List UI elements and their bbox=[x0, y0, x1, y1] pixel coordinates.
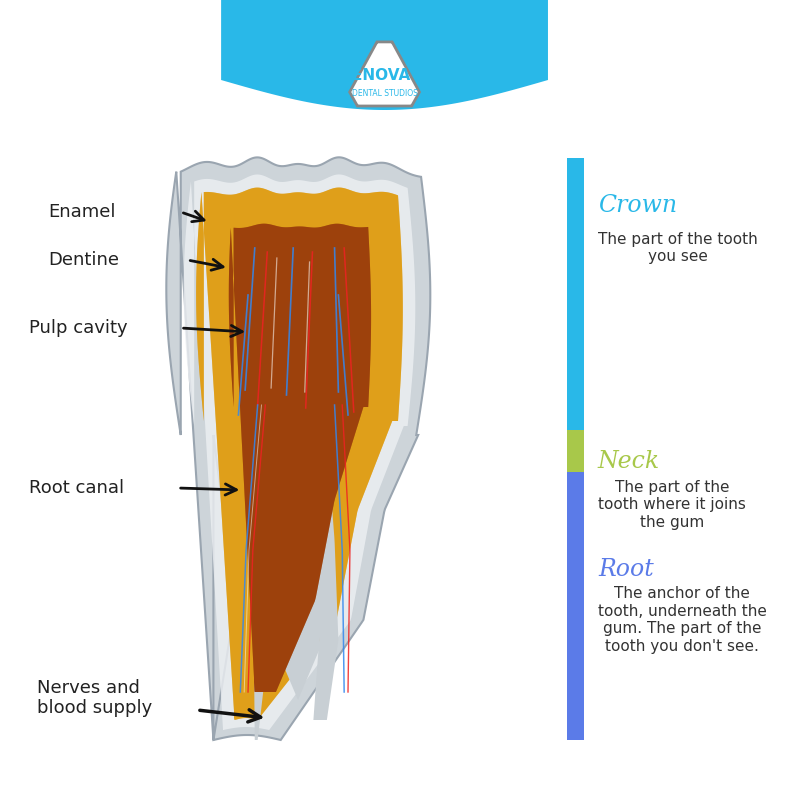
Text: Enamel: Enamel bbox=[48, 203, 115, 221]
Text: SENOVA®: SENOVA® bbox=[342, 67, 426, 82]
Polygon shape bbox=[350, 42, 419, 106]
Text: Dentine: Dentine bbox=[48, 251, 119, 269]
Bar bbox=[567, 430, 585, 472]
Text: The part of the tooth
you see: The part of the tooth you see bbox=[598, 232, 758, 264]
Polygon shape bbox=[254, 440, 285, 740]
Text: Root: Root bbox=[598, 558, 654, 582]
Text: Root canal: Root canal bbox=[29, 479, 124, 497]
Polygon shape bbox=[269, 435, 327, 700]
Text: The part of the
tooth where it joins
the gum: The part of the tooth where it joins the… bbox=[598, 480, 746, 530]
Text: Pulp cavity: Pulp cavity bbox=[29, 319, 127, 337]
Polygon shape bbox=[166, 158, 430, 740]
Polygon shape bbox=[184, 174, 415, 730]
Text: Nerves and
blood supply: Nerves and blood supply bbox=[37, 678, 152, 718]
Polygon shape bbox=[196, 187, 402, 720]
Polygon shape bbox=[308, 440, 338, 720]
Bar bbox=[567, 472, 585, 740]
Text: The anchor of the
tooth, underneath the
gum. The part of the
tooth you don't see: The anchor of the tooth, underneath the … bbox=[598, 586, 767, 654]
Polygon shape bbox=[229, 224, 371, 692]
Polygon shape bbox=[196, 187, 402, 720]
Polygon shape bbox=[221, 0, 548, 110]
Polygon shape bbox=[229, 224, 371, 692]
Bar bbox=[567, 158, 585, 430]
Text: DENTAL STUDIOS: DENTAL STUDIOS bbox=[352, 89, 418, 98]
Text: Crown: Crown bbox=[598, 194, 677, 217]
Text: Neck: Neck bbox=[598, 450, 660, 474]
